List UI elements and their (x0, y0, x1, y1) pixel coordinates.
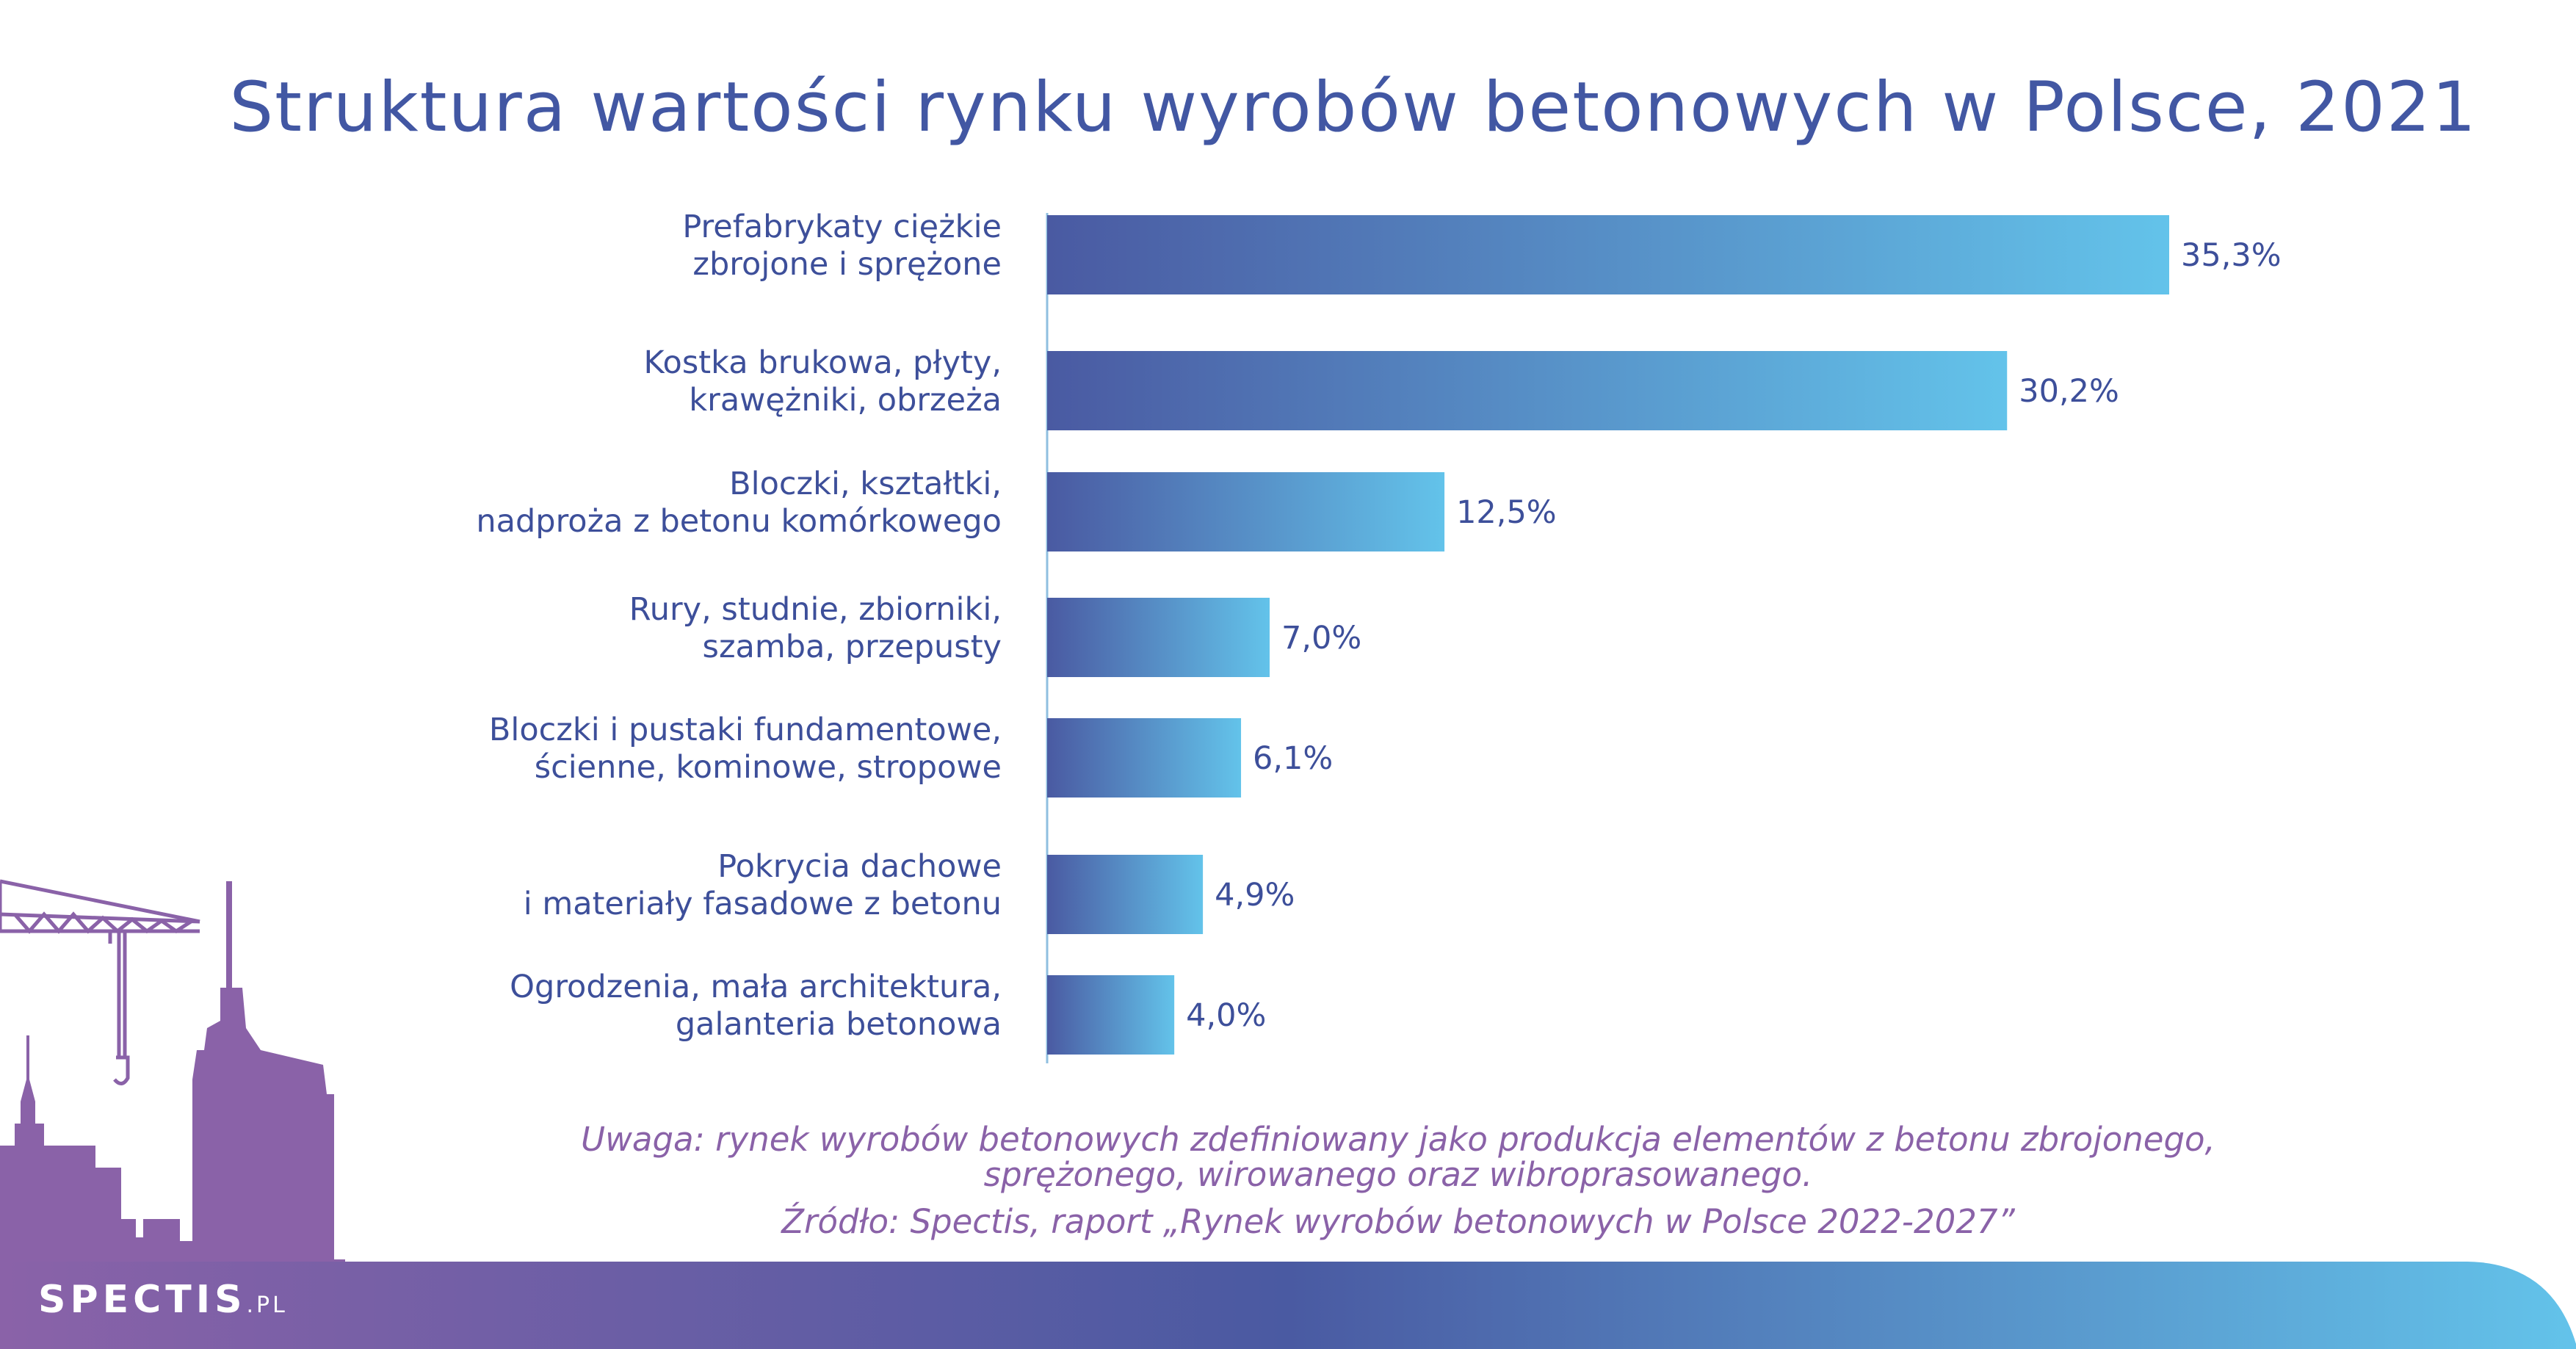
category-label-line: Prefabrykaty ciężkie (682, 209, 1002, 245)
bar (1047, 598, 1270, 677)
bar (1047, 855, 1204, 934)
category-label-line: Bloczki, kształtki, (729, 466, 1002, 502)
note-line-1: Uwaga: rynek wyrobów betonowych zdefinio… (581, 1120, 2215, 1159)
category-label-line: szamba, przepusty (703, 629, 1002, 665)
bar (1047, 718, 1242, 798)
brand-name: SPECTIS (38, 1278, 247, 1322)
category-label: Prefabrykaty ciężkie zbrojone i sprężone (682, 209, 1002, 283)
bar (1047, 215, 2169, 294)
footer-band (0, 1262, 2576, 1349)
category-label-line: Rury, studnie, zbiorniki, (629, 591, 1002, 628)
footnotes: Uwaga: rynek wyrobów betonowych zdefinio… (0, 1122, 2576, 1240)
crane-icon (0, 879, 200, 1085)
category-label-line: Pokrycia dachowe (717, 848, 1002, 885)
category-label-line: galanteria betonowa (676, 1006, 1002, 1043)
value-label: 7,0% (1281, 620, 1361, 657)
bar (1047, 351, 2008, 430)
brand-suffix: .PL (246, 1292, 288, 1318)
value-label: 6,1% (1253, 740, 1333, 777)
value-label: 30,2% (2019, 373, 2119, 410)
note-line-2: sprężonego, wirowanego oraz wibroprasowa… (983, 1155, 1813, 1194)
category-label: Bloczki i pustaki fundamentowe, ścienne, … (489, 712, 1002, 786)
category-label-line: nadproża z betonu komórkowego (476, 503, 1002, 540)
category-label: Kostka brukowa, płyty, krawężniki, obrzeż… (644, 344, 1002, 419)
category-label: Pokrycia dachowe i materiały fasadowe z b… (524, 848, 1002, 922)
value-label: 4,9% (1215, 877, 1295, 914)
bar (1047, 975, 1175, 1055)
category-label-line: krawężniki, obrzeża (689, 382, 1002, 419)
category-label-line: i materiały fasadowe z betonu (524, 886, 1002, 922)
category-label-line: Kostka brukowa, płyty, (644, 344, 1002, 381)
bar (1047, 472, 1445, 551)
category-label: Ogrodzenia, mała architektura, galanteria… (510, 969, 1002, 1043)
chart-title: Struktura wartości rynku wyrobów betonow… (229, 68, 2478, 148)
brand-logo: SPECTIS.PL (38, 1278, 288, 1322)
category-label-line: zbrojone i sprężone (692, 246, 1002, 283)
source-note: Źródło: Spectis, raport „Rynek wyrobów b… (781, 1202, 2015, 1241)
category-label: Bloczki, kształtki, nadproża z betonu kom… (476, 466, 1002, 540)
value-label: 12,5% (1456, 494, 1557, 531)
category-label-line: Bloczki i pustaki fundamentowe, (489, 712, 1002, 748)
value-label: 4,0% (1186, 997, 1266, 1034)
city-skyline-illustration (0, 879, 411, 1349)
category-label-line: Ogrodzenia, mała architektura, (510, 969, 1002, 1005)
category-label-line: ścienne, kominowe, stropowe (535, 749, 1002, 786)
category-label: Rury, studnie, zbiorniki, szamba, przepus… (629, 591, 1002, 665)
value-label: 35,3% (2181, 237, 2282, 274)
